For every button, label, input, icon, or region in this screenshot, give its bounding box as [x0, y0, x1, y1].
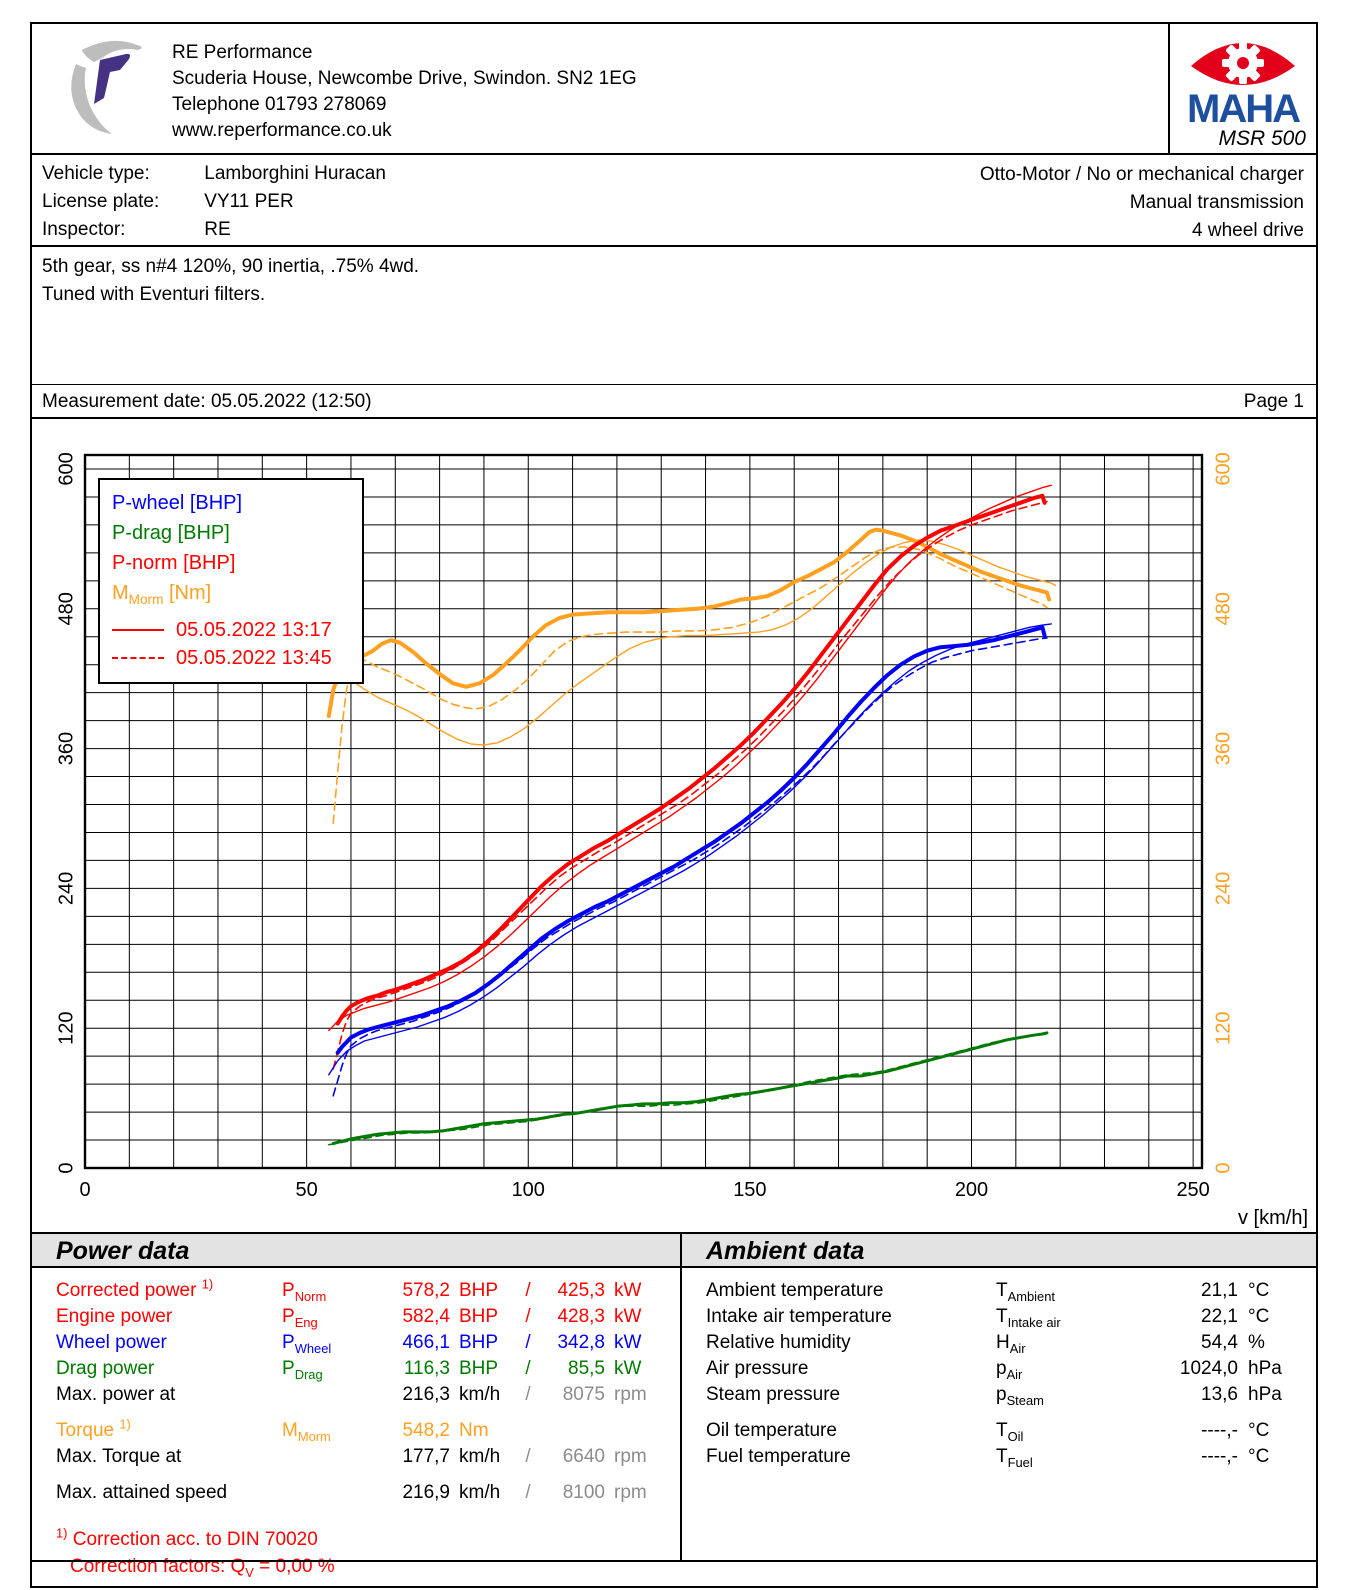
- series-pwheel-bold: [335, 625, 1047, 1055]
- series-pnorm-dashed: [332, 500, 1048, 1070]
- svg-text:240: 240: [1212, 872, 1234, 905]
- series-pnorm-thin: [328, 484, 1052, 1032]
- measurement-row: Measurement date: 05.05.2022 (12:50) Pag…: [32, 386, 1316, 419]
- svg-text:250: 250: [1176, 1179, 1209, 1201]
- series-pwheel-dashed: [332, 637, 1048, 1097]
- maha-logo-cell: MAHA MSR 500: [1168, 24, 1316, 155]
- company-name: RE Performance: [172, 42, 313, 63]
- page-frame: RE Performance Scuderia House, Newcombe …: [30, 22, 1318, 1588]
- solid-line-swatch-icon: [112, 629, 164, 631]
- svg-text:480: 480: [1212, 592, 1234, 625]
- legend-pnorm: P-norm [BHP]: [112, 552, 236, 574]
- page-number: Page 1: [1243, 391, 1304, 412]
- device-model: MSR 500: [1218, 127, 1306, 150]
- svg-text:200: 200: [955, 1179, 988, 1201]
- legend-torque: MMorm [Nm]: [112, 582, 212, 607]
- ambient-row-3: Air pressure pAir 1024,0 hPa: [706, 1358, 1282, 1382]
- svg-text:480: 480: [55, 592, 77, 625]
- svg-text:100: 100: [512, 1179, 545, 1201]
- chart-legend: P-wheel [BHP] P-drag [BHP] P-norm [BHP] …: [98, 478, 364, 684]
- ambient-row-5: Oil temperature TOil ----,- °C: [706, 1420, 1270, 1444]
- license-plate-label: License plate:: [42, 191, 160, 212]
- comment-line-1: 5th gear, ss n#4 120%, 90 inertia, .75% …: [42, 256, 420, 277]
- legend-pwheel: P-wheel [BHP]: [112, 492, 243, 514]
- svg-text:240: 240: [55, 872, 77, 905]
- footnote-din: Correction acc. to DIN 70020: [72, 1529, 318, 1550]
- drivetrain-info: Otto-Motor / No or mechanical charger Ma…: [980, 161, 1304, 245]
- series-torque-bold: [326, 527, 1052, 718]
- svg-text:50: 50: [296, 1179, 318, 1201]
- ambient-row-2: Relative humidity HAir 54,4%: [706, 1332, 1265, 1356]
- transmission: Manual transmission: [1129, 192, 1304, 213]
- vehicle-type-label: Vehicle type:: [42, 163, 150, 184]
- svg-text:0: 0: [55, 1162, 77, 1173]
- company-phone: Telephone 01793 278069: [172, 94, 387, 115]
- comments-block: 5th gear, ss n#4 120%, 90 inertia, .75% …: [32, 249, 1316, 385]
- maha-logo-icon: MAHA: [1183, 30, 1303, 131]
- vehicle-info: Vehicle type: Lamborghini Huracan Licens…: [32, 155, 1316, 247]
- legend-run-1: 05.05.2022 13:17: [112, 616, 350, 644]
- series-pdrag-dashed: [328, 1033, 1044, 1146]
- svg-text:120: 120: [1212, 1012, 1234, 1045]
- dashed-line-swatch-icon: [112, 657, 164, 659]
- ambient-data-box: Ambient data Ambient temperature TAmbient…: [682, 1232, 1316, 1560]
- power-row-0: Corrected power 1) PNorm 578,2 BHP/425,3 kW: [56, 1276, 642, 1304]
- maha-wordmark: MAHA: [1187, 87, 1300, 126]
- ambient-row-0: Ambient temperature TAmbient 21,1 °C: [706, 1280, 1270, 1304]
- drive-type: 4 wheel drive: [1192, 220, 1304, 241]
- power-row-5: Torque 1) MMorm 548,2 Nm: [56, 1416, 489, 1444]
- svg-text:360: 360: [1212, 732, 1234, 765]
- dyno-chart: 0 120 240 360 480 600 0 120 240 360 480 600 0 50 100 15…: [32, 420, 1316, 1230]
- ambient-data-rows: Ambient temperature TAmbient 21,1 °C Intake …: [682, 1268, 1316, 1472]
- svg-text:600: 600: [1212, 452, 1234, 485]
- measurement-date: Measurement date: 05.05.2022 (12:50): [42, 391, 372, 412]
- ambient-row-1: Intake air temperature TIntake air 22,1 °C: [706, 1306, 1270, 1330]
- series-torque-dashed: [332, 546, 1048, 824]
- power-data-rows: Corrected power 1) PNorm 578,2 BHP/425,3 kW E…: [32, 1268, 680, 1508]
- x-axis-label: v [km/h]: [1238, 1207, 1308, 1229]
- series-pdrag-solid: [331, 1031, 1049, 1145]
- ambient-data-title: Ambient data: [682, 1232, 1316, 1268]
- svg-text:600: 600: [55, 452, 77, 485]
- power-row-7: Max. attained speed 216,9 km/h/8100 rpm: [56, 1482, 647, 1503]
- re-performance-logo-icon: [60, 34, 160, 145]
- data-sections: Power data Corrected power 1) PNorm 578,2 B…: [32, 1232, 1316, 1579]
- legend-pdrag: P-drag [BHP]: [112, 522, 230, 544]
- ambient-row-4: Steam pressure pSteam 13,6 hPa: [706, 1384, 1282, 1408]
- power-row-6: Max. Torque at 177,7 km/h/6640 rpm: [56, 1446, 647, 1467]
- power-row-3: Drag power PDrag 116,3 BHP/85,5 kW: [56, 1358, 642, 1382]
- legend-run-2: 05.05.2022 13:45: [112, 644, 350, 672]
- company-address: Scuderia House, Newcombe Drive, Swindon.…: [172, 68, 637, 89]
- license-plate-value: VY11 PER: [204, 191, 294, 212]
- company-web: www.reperformance.co.uk: [172, 120, 392, 141]
- ambient-row-6: Fuel temperature TFuel ----,- °C: [706, 1446, 1270, 1470]
- comment-line-2: Tuned with Eventuri filters.: [42, 284, 266, 305]
- vehicle-type-value: Lamborghini Huracan: [204, 163, 386, 184]
- svg-text:0: 0: [1212, 1162, 1234, 1173]
- inspector-label: Inspector:: [42, 219, 126, 240]
- engine-type: Otto-Motor / No or mechanical charger: [979, 164, 1304, 185]
- power-row-4: Max. power at 216,3 km/h/8075 rpm: [56, 1384, 647, 1405]
- series-pwheel-thin: [328, 623, 1052, 1076]
- svg-text:360: 360: [55, 732, 77, 765]
- series-torque-thin: [332, 539, 1057, 746]
- inspector-value: RE: [204, 219, 231, 240]
- svg-text:120: 120: [55, 1012, 77, 1045]
- series-pnorm-bold: [335, 493, 1047, 1026]
- report-header: RE Performance Scuderia House, Newcombe …: [32, 24, 1316, 155]
- power-row-2: Wheel power PWheel 466,1 BHP/342,8 kW: [56, 1332, 642, 1356]
- svg-text:150: 150: [733, 1179, 766, 1201]
- power-data-box: Power data Corrected power 1) PNorm 578,2 B…: [32, 1232, 682, 1579]
- svg-text:0: 0: [79, 1179, 90, 1201]
- power-data-title: Power data: [32, 1232, 680, 1268]
- power-row-1: Engine power PEng 582,4 BHP/428,3 kW: [56, 1306, 642, 1330]
- footer-strip: [32, 1560, 1316, 1584]
